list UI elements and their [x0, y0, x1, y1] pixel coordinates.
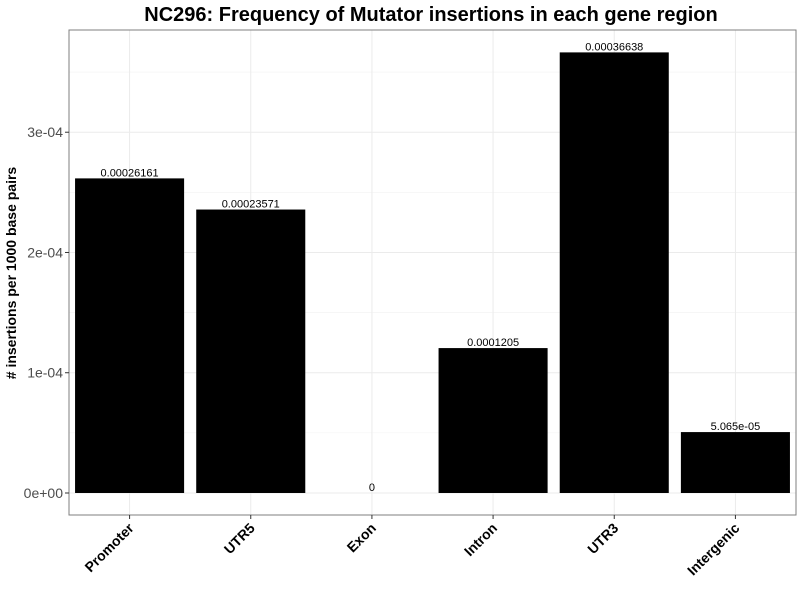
bar-utr3 [559, 52, 669, 493]
x-tick-label: Exon [344, 520, 380, 556]
y-tick-label: 2e-04 [27, 244, 63, 260]
x-tick-label: UTR5 [221, 520, 258, 557]
x-tick-label: Intergenic [684, 520, 743, 579]
y-tick-label: 1e-04 [27, 365, 63, 381]
data-label: 5.065e-05 [711, 421, 761, 433]
data-label: 0.00026161 [101, 167, 159, 179]
bar-promoter [75, 178, 185, 493]
plot-area: 0.00026161 0.00023571 0 0.0001205 0.00036638… [24, 29, 797, 579]
data-label: 0.0001205 [467, 337, 519, 349]
panel-border [68, 29, 797, 516]
x-tick-label: UTR3 [584, 520, 621, 557]
y-tick-label: 3e-04 [27, 124, 63, 140]
x-tick-label: Intron [461, 520, 500, 559]
chart-title: NC296: Frequency of Mutator insertions i… [144, 4, 717, 26]
data-label: 0 [369, 482, 375, 494]
bar-intron [438, 348, 548, 493]
data-label: 0.00023571 [222, 199, 280, 211]
y-axis-label: # insertions per 1000 base pairs [3, 167, 19, 380]
x-tick-label: Promoter [81, 519, 137, 575]
bar-utr5 [196, 209, 306, 493]
bar-intergenic [680, 432, 790, 493]
y-tick-label: 0e+00 [24, 485, 64, 501]
data-label: 0.00036638 [585, 41, 643, 53]
